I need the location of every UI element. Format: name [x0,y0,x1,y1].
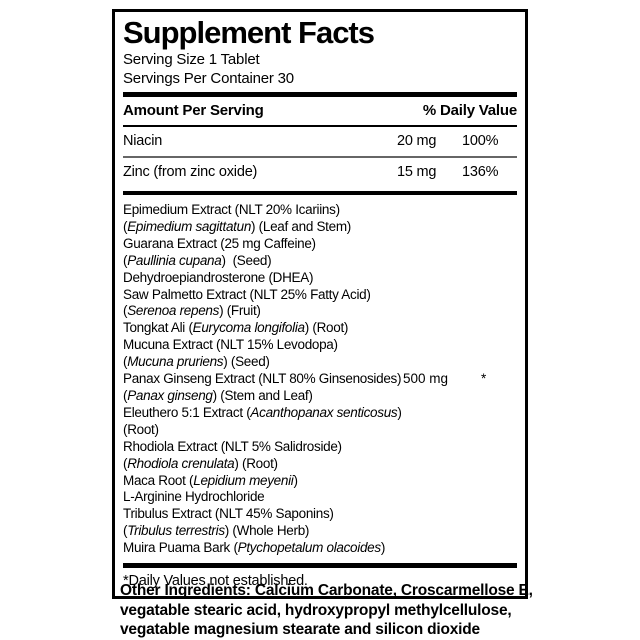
panel-title: Supplement Facts [123,15,517,51]
blend-list: Epimedium Extract (NLT 20% Icariins)(Epi… [123,202,517,557]
blend-line: Epimedium Extract (NLT 20% Icariins) [123,202,517,219]
nutrient-row-zinc: Zinc (from zinc oxide) 15 mg 136% [123,158,517,187]
blend-line: (Epimedium sagittatun) (Leaf and Stem) [123,219,517,236]
nutrient-name: Niacin [123,133,397,149]
nutrient-daily-value: 136% [462,164,517,180]
other-ingredients-line: Other Ingredients: Calcium Carbonate, Cr… [120,581,533,601]
other-ingredients-line: vegatable magnesium stearate and silicon… [120,620,533,640]
blend-line: Muira Puama Bark (Ptychopetalum olacoide… [123,540,517,557]
supplement-label-page: Supplement Facts Serving Size 1 Tablet S… [0,0,640,640]
blend-line: (Panax ginseng) (Stem and Leaf) [123,388,517,405]
blend-line: Eleuthero 5:1 Extract (Acanthopanax sent… [123,405,517,422]
blend-line: (Paullinia cupana) (Seed) [123,253,517,270]
blend-line: Saw Palmetto Extract (NLT 25% Fatty Acid… [123,287,517,304]
amount-per-serving-header: Amount Per Serving [123,102,264,119]
blend-line: (Rhodiola crenulata) (Root) [123,456,517,473]
nutrient-amount: 15 mg [397,164,462,180]
serving-size: Serving Size 1 Tablet [123,51,517,70]
blend-line: (Tribulus terrestris) (Whole Herb) [123,523,517,540]
blend-line: Tongkat Ali (Eurycoma longifolia) (Root) [123,320,517,337]
blend-line: (Serenoa repens) (Fruit) [123,303,517,320]
daily-value-header: % Daily Value [423,102,517,119]
column-header-row: Amount Per Serving % Daily Value [123,97,517,125]
nutrient-amount: 20 mg [397,133,462,149]
blend-line: L-Arginine Hydrochloride [123,489,517,506]
blend-line: Guarana Extract (25 mg Caffeine) [123,236,517,253]
supplement-facts-panel: Supplement Facts Serving Size 1 Tablet S… [112,9,528,599]
blend-line: Dehydroepiandrosterone (DHEA) [123,270,517,287]
nutrient-daily-value: 100% [462,133,517,149]
blend-line: Panax Ginseng Extract (NLT 80% Ginsenosi… [123,371,517,388]
other-ingredients-line: vegatable stearic acid, hydroxypropyl me… [120,601,533,621]
blend-line: (Mucuna pruriens) (Seed) [123,354,517,371]
other-ingredients: Other Ingredients: Calcium Carbonate, Cr… [120,581,533,640]
blend-line: Tribulus Extract (NLT 45% Saponins) [123,506,517,523]
blend-line: Maca Root (Lepidium meyenii) [123,473,517,490]
blend-daily-value-star: * [481,371,486,386]
blend-line: (Root) [123,422,517,439]
nutrient-name: Zinc (from zinc oxide) [123,164,397,180]
blend-line: Rhodiola Extract (NLT 5% Salidroside) [123,439,517,456]
proprietary-blend-section: Epimedium Extract (NLT 20% Icariins)(Epi… [123,195,517,563]
blend-amount: 500 mg [403,371,448,386]
servings-per-container: Servings Per Container 30 [123,70,517,89]
nutrient-row-niacin: Niacin 20 mg 100% [123,127,517,156]
blend-line: Mucuna Extract (NLT 15% Levodopa) [123,337,517,354]
